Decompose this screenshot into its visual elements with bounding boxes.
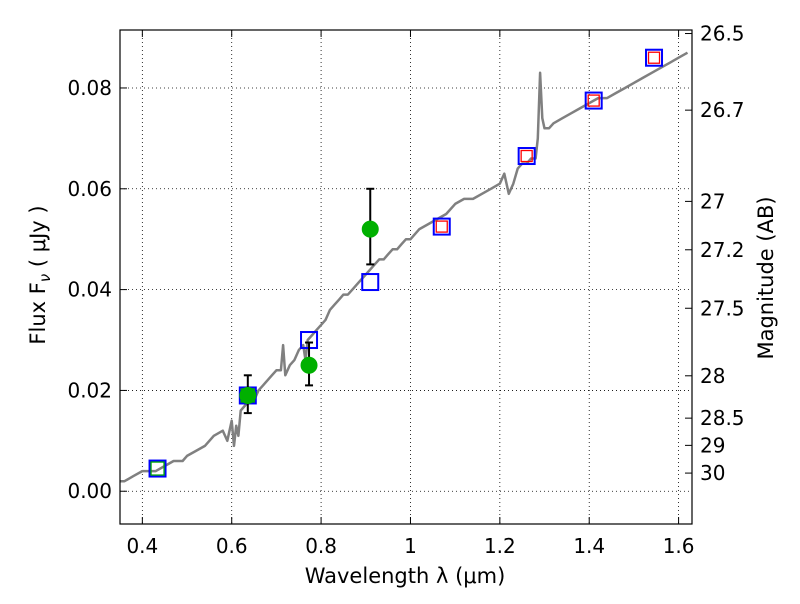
synthetic-photometry-square <box>587 94 600 107</box>
observed-flux-point <box>300 356 318 374</box>
x-tick-label: 0.6 <box>216 534 248 558</box>
observed-flux-point <box>361 220 379 238</box>
magnitude-tick-label: 26.5 <box>700 22 745 46</box>
synthetic-photometry-square <box>647 51 661 64</box>
magnitude-tick-label: 27 <box>700 189 725 213</box>
x-tick-label: 0.4 <box>126 534 158 558</box>
magnitude-tick-label: 30 <box>700 461 725 485</box>
synthetic-photometry-square <box>148 459 167 478</box>
synthetic-photometry-square <box>150 461 165 476</box>
y-axis-label-main: Flux F <box>26 282 50 344</box>
y-axis-label-units: ( μJy ) <box>26 205 50 273</box>
plot-area-series <box>120 48 689 483</box>
synthetic-photometry-square <box>520 149 533 163</box>
synthetic-photometry-square <box>517 147 536 166</box>
magnitude-tick-label: 28 <box>700 364 725 388</box>
svg-text:Flux Fν ( μJy ): Flux Fν ( μJy ) <box>26 205 54 344</box>
y-axis-label-subscript: ν <box>36 274 54 282</box>
magnitude-tick-label: 27.5 <box>700 296 745 320</box>
synthetic-photometry-square <box>584 91 603 110</box>
y-axis-label: Flux Fν ( μJy ) <box>26 205 54 344</box>
synthetic-photometry-square <box>361 273 380 292</box>
observed-flux-point <box>239 386 257 404</box>
y-tick-label: 0.04 <box>67 278 112 302</box>
y-tick-label: 0.08 <box>67 76 112 100</box>
magnitude-tick-label: 27.2 <box>700 238 745 262</box>
right-axis-label: Magnitude (AB) <box>754 196 778 359</box>
x-axis-label: Wavelength λ (μm) <box>305 564 506 588</box>
grid-lines <box>120 30 692 524</box>
magnitude-tick-label: 29 <box>700 433 725 457</box>
x-tick-label: 1.6 <box>663 534 695 558</box>
y-tick-label: 0.02 <box>67 378 112 402</box>
magnitude-tick-label: 26.7 <box>700 98 745 122</box>
y-tick-label: 0.06 <box>67 177 112 201</box>
synthetic-photometry-square <box>645 48 664 67</box>
synthetic-photometry-square <box>435 220 448 233</box>
x-tick-label: 1 <box>404 534 417 558</box>
plot-frame <box>119 29 693 525</box>
model-spectrum-line <box>120 51 689 483</box>
synthetic-photometry-square <box>432 217 451 236</box>
y-tick-label: 0.00 <box>67 479 112 503</box>
x-tick-label: 1.2 <box>484 534 516 558</box>
axis-ticks: 0.4 0.6 0.8 1 1.2 1.4 1.6 0.00 0.02 0.04 0.06 0.08 2… <box>67 22 744 558</box>
x-tick-label: 0.8 <box>305 534 337 558</box>
x-tick-label: 1.4 <box>573 534 605 558</box>
magnitude-tick-label: 28.5 <box>700 406 745 430</box>
